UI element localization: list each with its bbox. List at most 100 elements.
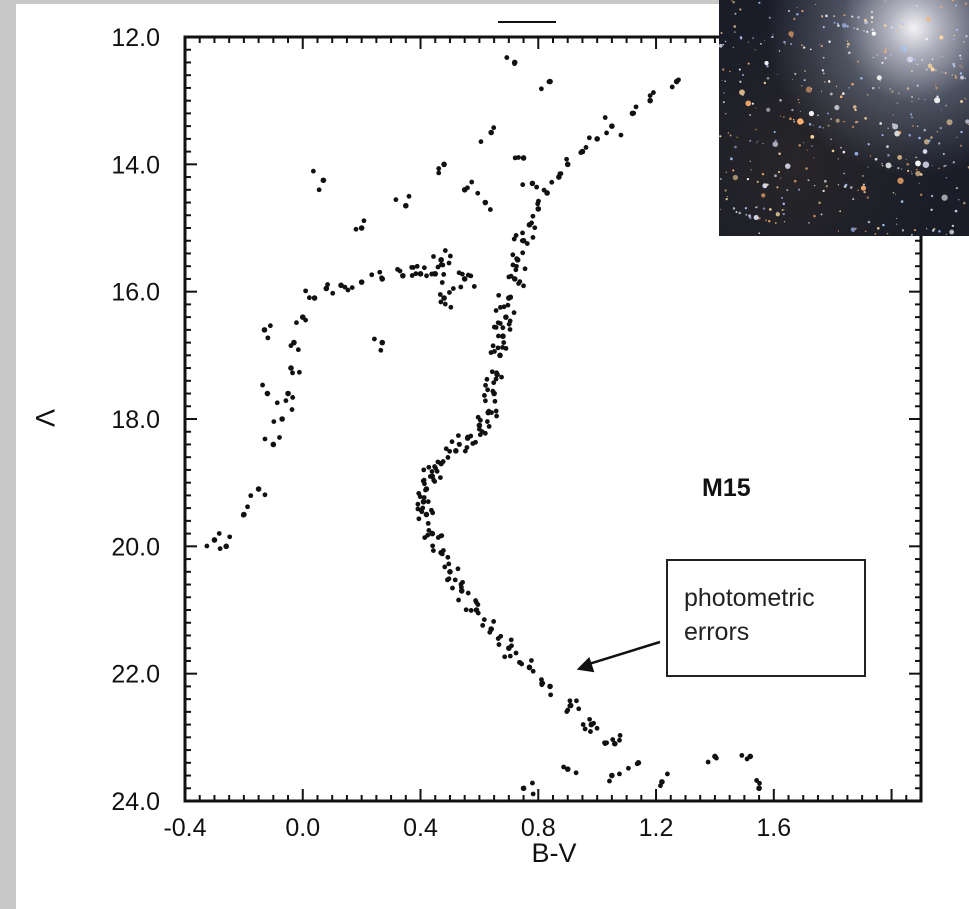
star [870,16,874,19]
star [820,213,823,216]
star [784,43,786,45]
star [801,44,803,47]
star [939,126,942,130]
data-point [446,260,452,266]
x-tick-label: 0.0 [285,814,320,842]
star [908,133,912,137]
data-point [588,729,593,734]
data-point [487,207,493,212]
star [792,118,795,121]
data-point [223,543,230,550]
star [821,15,824,18]
star [818,201,821,205]
star [897,177,904,184]
data-point [482,393,487,398]
x-tick-label: 1.6 [756,814,791,842]
data-point [576,706,582,712]
star [945,104,947,107]
data-point [267,323,273,329]
star [883,24,887,27]
data-point [294,320,299,326]
star [793,120,796,123]
star [891,123,894,126]
data-point [495,636,501,641]
data-point [546,79,552,85]
y-tick-labels: 12.0 14.0 16.0 18.0 20.0 22.0 24.0 [111,24,160,816]
star [911,96,914,98]
data-point [578,150,584,155]
data-point [497,305,503,310]
star [942,152,945,155]
star [807,179,810,182]
data-point [440,459,446,464]
star [959,72,963,75]
data-point [475,414,481,420]
data-point [676,77,681,83]
star [747,41,750,44]
star [945,233,947,235]
star [910,171,912,173]
star [729,70,731,73]
data-point [465,434,471,440]
data-point [417,494,423,500]
data-point [483,382,488,388]
data-point [492,349,497,354]
data-point [539,682,545,688]
star [772,141,779,147]
star [724,40,727,43]
star [825,14,828,18]
star [766,64,769,68]
data-point [325,282,330,287]
data-point [513,267,519,273]
star [790,43,793,45]
star-field [719,0,969,236]
star [960,130,963,134]
star [882,223,885,227]
star [884,0,887,2]
star [749,140,752,142]
data-point [510,252,516,258]
star [926,16,931,22]
star [732,46,734,49]
data-point [501,340,507,345]
star [738,211,742,215]
star [964,2,968,6]
star [892,191,895,194]
star [822,189,825,193]
star [780,177,782,179]
data-point [358,279,365,285]
star [846,25,849,28]
star [924,98,926,101]
star [808,122,812,126]
star [960,75,964,80]
star [863,183,865,186]
data-point [491,619,497,624]
data-point [413,271,419,277]
star [725,198,728,201]
star [746,177,750,181]
data-point [217,546,223,552]
star [827,112,829,115]
star [798,188,801,191]
star [938,230,941,233]
data-point [520,250,526,256]
data-point [541,187,547,193]
star [805,86,813,93]
star [741,73,745,77]
star [955,76,958,79]
y-tick-label: 22.0 [111,661,160,689]
data-point [485,387,491,393]
star [802,142,805,144]
star [952,64,956,68]
star [768,219,771,223]
star [938,142,941,145]
data-point [379,339,386,346]
data-point [303,288,309,294]
data-point [475,610,481,616]
data-point [303,317,308,323]
star [797,118,804,125]
star [860,76,863,80]
data-point [427,474,433,479]
data-point [288,365,294,371]
data-point [756,785,762,792]
